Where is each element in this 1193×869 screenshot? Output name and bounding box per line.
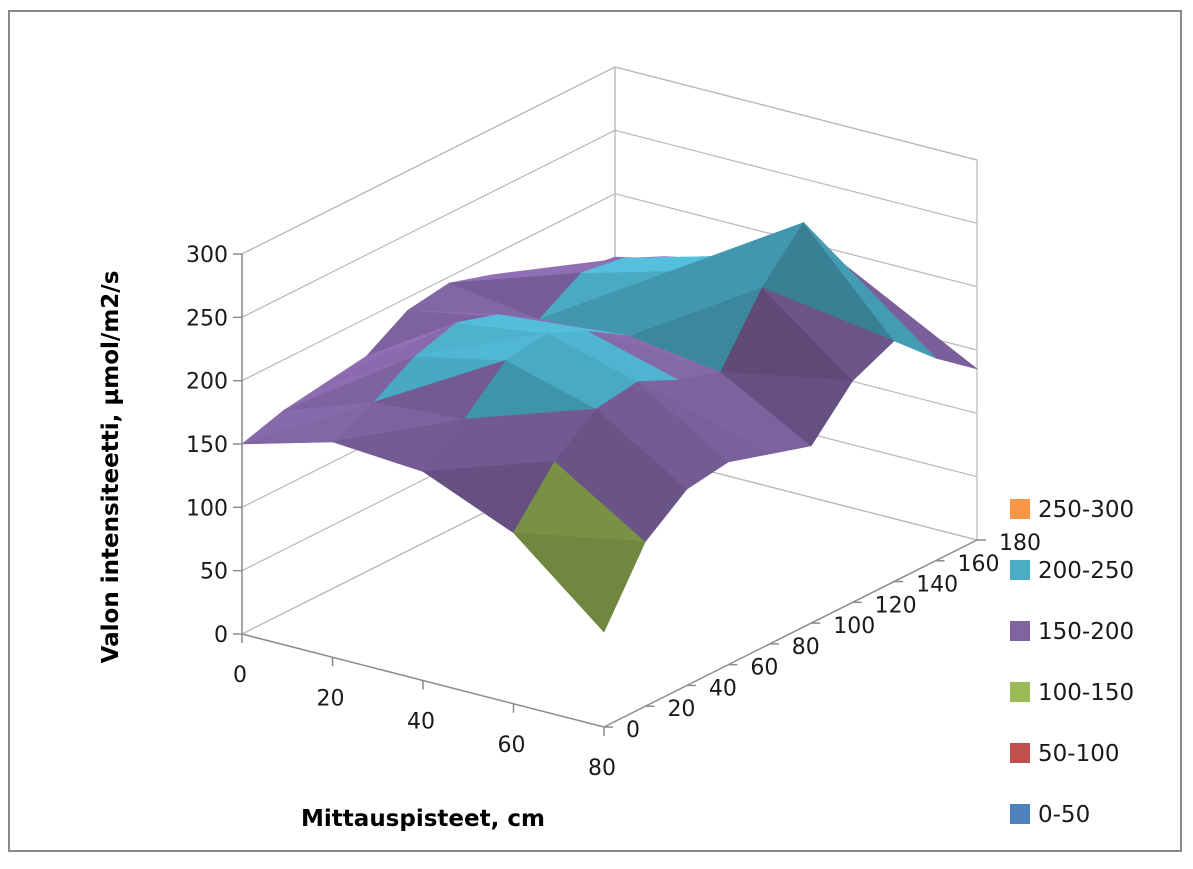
x-tick-label: 60 [498, 733, 526, 758]
y-tick-label: 60 [750, 656, 778, 681]
z-tick-label: 150 [186, 433, 228, 458]
z-tick-label: 300 [186, 243, 228, 268]
y-tick-label: 100 [833, 614, 875, 639]
y-tick-label: 40 [709, 676, 737, 701]
legend-item: 250-300 [1010, 497, 1134, 523]
legend-label: 100-150 [1038, 680, 1134, 706]
z-gridline [241, 193, 978, 382]
z-gridline [241, 66, 978, 255]
y-tick-label: 180 [999, 531, 1041, 556]
x-tick-label: 0 [233, 663, 247, 688]
z-tick-label: 100 [186, 496, 228, 521]
x-tick-label: 20 [317, 686, 345, 711]
surface-chart: 0501001502002503000204060800204060801001… [98, 66, 1134, 832]
legend-item: 0-50 [1010, 802, 1090, 828]
legend-label: 150-200 [1038, 619, 1134, 645]
legend-swatch [1010, 682, 1030, 702]
surface-plot [241, 222, 978, 633]
axes [233, 253, 986, 736]
z-axis-title: Valon intensiteetti, µmol/m2/s [98, 271, 124, 664]
z-tick-label: 50 [200, 560, 228, 585]
x-axis-title: Mittauspisteet, cm [301, 806, 545, 832]
z-gridline [241, 129, 978, 318]
legend-item: 200-250 [1010, 558, 1134, 584]
z-tick-label: 0 [214, 623, 228, 648]
y-tick-label: 140 [916, 573, 958, 598]
surface-facet [803, 222, 936, 359]
legend-swatch [1010, 560, 1030, 580]
legend-item: 150-200 [1010, 619, 1134, 645]
legend-label: 250-300 [1038, 497, 1134, 523]
legend-swatch [1010, 804, 1030, 824]
legend: 250-300 200-250 150-200 100-150 50-100 0-50 [1010, 497, 1134, 828]
y-tick-label: 120 [875, 593, 917, 618]
z-tick-label: 250 [186, 306, 228, 331]
chart-frame: 0 50 100 150 200 250 300 0 20 40 60 80 0 20 40 60 80 100 1… [8, 10, 1182, 852]
legend-swatch [1010, 743, 1030, 763]
tick-labels: 0501001502002503000204060800204060801001… [186, 243, 1041, 781]
legend-item: 100-150 [1010, 680, 1134, 706]
legend-label: 200-250 [1038, 558, 1134, 584]
legend-label: 0-50 [1038, 802, 1090, 828]
y-axis-line [603, 539, 978, 728]
surface-facet [761, 287, 895, 382]
surface-facet [637, 381, 771, 463]
legend-item: 50-100 [1010, 741, 1119, 767]
surface-facet [678, 379, 812, 455]
x-tick-label: 40 [407, 710, 435, 735]
surface-facet [720, 371, 854, 447]
y-tick-label: 160 [958, 552, 1000, 577]
legend-swatch [1010, 499, 1030, 519]
legend-label: 50-100 [1038, 741, 1119, 767]
surface-facet [596, 408, 729, 490]
z-tick-label: 200 [186, 370, 228, 395]
y-tick-label: 80 [792, 635, 820, 660]
surface-facet [513, 532, 646, 633]
surface-facet [554, 460, 688, 542]
x-tick-label: 80 [588, 756, 616, 781]
y-tick-label: 0 [626, 718, 640, 743]
legend-swatch [1010, 621, 1030, 641]
y-tick-label: 20 [667, 697, 695, 722]
